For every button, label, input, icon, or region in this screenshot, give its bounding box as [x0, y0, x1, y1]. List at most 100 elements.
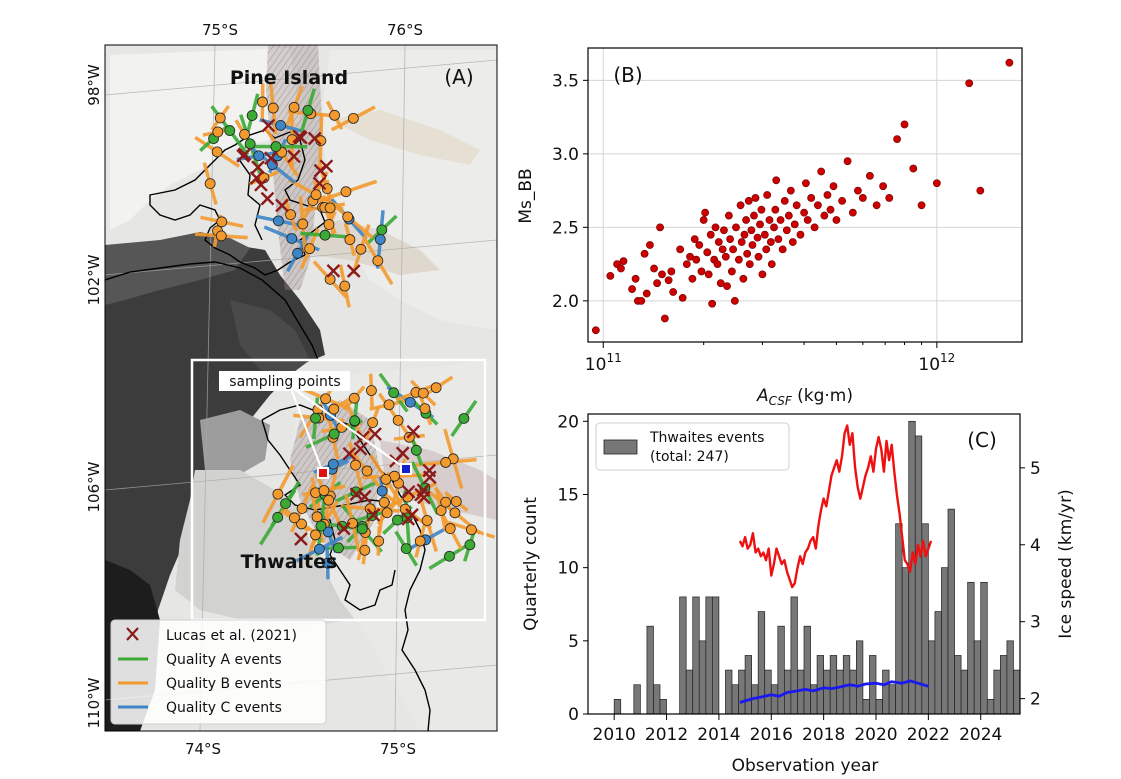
histogram-bar-40	[875, 699, 883, 714]
histogram-bar-18	[731, 684, 739, 714]
scatter-point-87	[796, 230, 805, 239]
histogram-bar-41	[882, 669, 890, 714]
place-label-pine-island: Pine Island	[230, 67, 348, 89]
event-marker-5	[347, 112, 359, 124]
scatter-point-53	[739, 274, 748, 283]
lucas-marker-36	[337, 521, 351, 536]
map-bottom-tick-1: 75°S	[380, 740, 416, 758]
map-top-tick-0: 75°S	[202, 21, 238, 39]
scatter-point-77	[774, 235, 783, 243]
scatter-point-105	[866, 171, 874, 180]
event-marker-38	[304, 243, 316, 255]
lucas-marker-23	[366, 508, 381, 522]
histogram-bar-15	[712, 596, 720, 714]
event-marker-116	[392, 514, 403, 526]
scatter-xtick-label-0: 1011	[585, 351, 622, 375]
event-marker-89	[450, 496, 462, 507]
scatter-point-25	[690, 235, 699, 243]
event-marker-9	[275, 120, 287, 131]
map-left-tick-2: 106°W	[85, 461, 103, 512]
scatter-point-18	[667, 267, 676, 276]
event-marker-87	[350, 459, 361, 471]
map-legend: Lucas et al. (2021) Quality A events Qua…	[110, 619, 327, 725]
scatter-point-54	[740, 230, 749, 239]
histogram-y2tick-label-1: 3	[1030, 613, 1041, 633]
scatter-point-79	[778, 245, 787, 254]
histogram-bar-43	[895, 523, 903, 714]
scatter-point-52	[737, 238, 746, 246]
event-marker-128	[272, 511, 284, 523]
scatter-point-66	[757, 205, 766, 214]
histogram-bar-54	[967, 581, 975, 714]
histogram-ytick-label-4: 20	[557, 412, 579, 432]
callout-box	[219, 371, 350, 391]
scatter-point-49	[732, 223, 740, 232]
lucas-marker-4	[294, 130, 308, 145]
scatter-point-89	[801, 179, 810, 188]
scatter-point-11	[646, 241, 654, 249]
lucas-marker-13	[307, 131, 322, 146]
lucas-marker-5	[251, 160, 265, 175]
event-marker-90	[361, 465, 373, 477]
scatter-x-label: ACSF (kg·m)	[756, 386, 853, 408]
scatter-point-114	[965, 79, 974, 88]
scatter-point-59	[747, 226, 756, 235]
sampling-point-blue	[400, 463, 412, 475]
legend-label-lucas: Lucas et al. (2021)	[166, 628, 297, 644]
event-marker-127	[376, 485, 388, 497]
event-marker-54	[465, 524, 477, 536]
histogram-ytick-label-3: 15	[557, 485, 579, 505]
histogram-bar-13	[698, 640, 707, 714]
event-marker-122	[315, 520, 327, 532]
histogram-bar-55	[973, 640, 982, 714]
scatter-point-44	[724, 211, 733, 220]
scatter-point-76	[772, 176, 781, 185]
scatter-point-81	[782, 226, 791, 235]
scatter-point-45	[726, 235, 734, 243]
scatter-point-109	[893, 135, 901, 144]
scatter-point-63	[753, 233, 762, 242]
histogram-bar-44	[901, 567, 910, 714]
event-marker-74	[381, 507, 393, 519]
map-frame	[104, 44, 498, 732]
callout-line-red	[288, 385, 325, 474]
event-marker-117	[328, 403, 340, 415]
scatter-point-48	[730, 296, 739, 305]
scatter-point-78	[776, 216, 785, 224]
scatter-point-91	[807, 194, 816, 202]
scatter-point-6	[631, 274, 640, 283]
scatter-point-37	[713, 260, 722, 268]
lucas-marker-31	[353, 441, 368, 456]
event-marker-108	[449, 507, 461, 519]
event-marker-82	[349, 415, 361, 427]
lucas-marker-32	[401, 484, 416, 499]
event-marker-98	[327, 458, 339, 470]
scatter-point-30	[701, 208, 710, 217]
legend-marker-x	[126, 627, 139, 641]
event-marker-114	[440, 496, 452, 508]
event-marker-73	[430, 382, 442, 394]
scatter-grid	[588, 48, 1022, 342]
scatter-point-20	[676, 245, 685, 254]
scatter-point-21	[678, 293, 687, 302]
histogram-bar-14	[705, 596, 713, 714]
event-marker-8	[257, 96, 268, 108]
event-marker-120	[322, 526, 334, 538]
scatter-point-60	[748, 241, 757, 249]
scatter-point-3	[617, 264, 625, 273]
event-marker-30	[214, 112, 226, 124]
scatter-point-98	[829, 182, 838, 191]
scatter-y-label: Ms_BB	[516, 168, 536, 223]
histogram-bar-57	[986, 699, 995, 714]
event-marker-118	[310, 412, 321, 424]
event-marker-36	[215, 230, 227, 242]
scatter-point-72	[766, 238, 775, 246]
histogram-bar-38	[862, 699, 870, 714]
histogram-bar-29	[803, 625, 811, 714]
histogram-bar-3	[633, 684, 641, 714]
event-marker-125	[318, 485, 330, 496]
event-marker-35	[286, 233, 298, 244]
histogram-xtick-label-6: 2022	[907, 725, 950, 745]
scatter-point-88	[800, 208, 809, 217]
scatter-xtick-label-1: 1012	[918, 351, 955, 375]
